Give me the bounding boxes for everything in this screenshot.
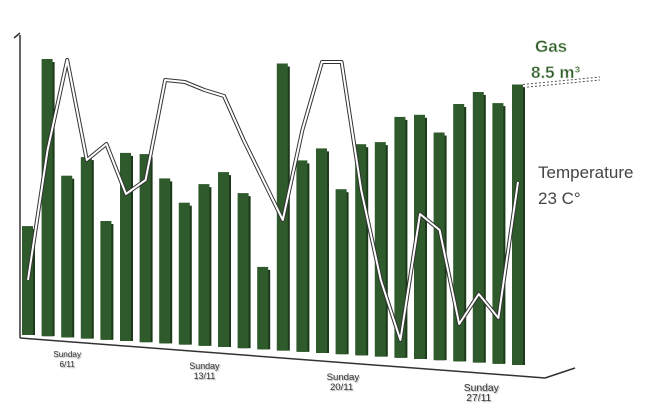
bar xyxy=(218,172,229,347)
leader-line xyxy=(522,79,601,88)
value-label: 8.5 m³ xyxy=(531,63,580,82)
bar xyxy=(178,202,190,345)
value-label: 23 C° xyxy=(538,189,581,208)
bar xyxy=(394,116,406,358)
x-tick-label: Sunday 20/11 xyxy=(326,371,360,393)
legend-label: Temperature xyxy=(538,163,633,182)
x-tick-label: Sunday 13/11 xyxy=(189,361,220,382)
leader-line xyxy=(522,76,601,85)
bar xyxy=(159,178,171,344)
bar xyxy=(61,175,73,338)
y-axis-end xyxy=(13,32,21,39)
bar xyxy=(41,59,53,337)
bar xyxy=(100,221,112,340)
x-axis-end xyxy=(544,367,576,379)
legend-label: Gas xyxy=(535,37,567,56)
bar xyxy=(414,114,425,359)
bar xyxy=(433,132,445,361)
x-tick-label: Sunday 6/11 xyxy=(53,350,82,370)
bar xyxy=(512,84,523,365)
bar xyxy=(120,152,131,341)
bar xyxy=(257,266,269,350)
bar xyxy=(296,160,308,352)
x-axis xyxy=(19,337,546,379)
x-tick-label: Sunday 27/11 xyxy=(463,382,499,404)
bar xyxy=(316,148,327,353)
bar xyxy=(198,184,210,346)
bar xyxy=(355,144,367,356)
bar xyxy=(492,103,504,364)
line xyxy=(27,59,519,341)
bar xyxy=(472,92,484,363)
bar xyxy=(276,63,288,351)
bar xyxy=(80,157,92,339)
bar xyxy=(237,193,249,349)
bar xyxy=(139,154,151,343)
bar xyxy=(335,189,347,355)
bar xyxy=(453,104,465,362)
bar xyxy=(374,142,386,357)
bar xyxy=(22,226,33,335)
